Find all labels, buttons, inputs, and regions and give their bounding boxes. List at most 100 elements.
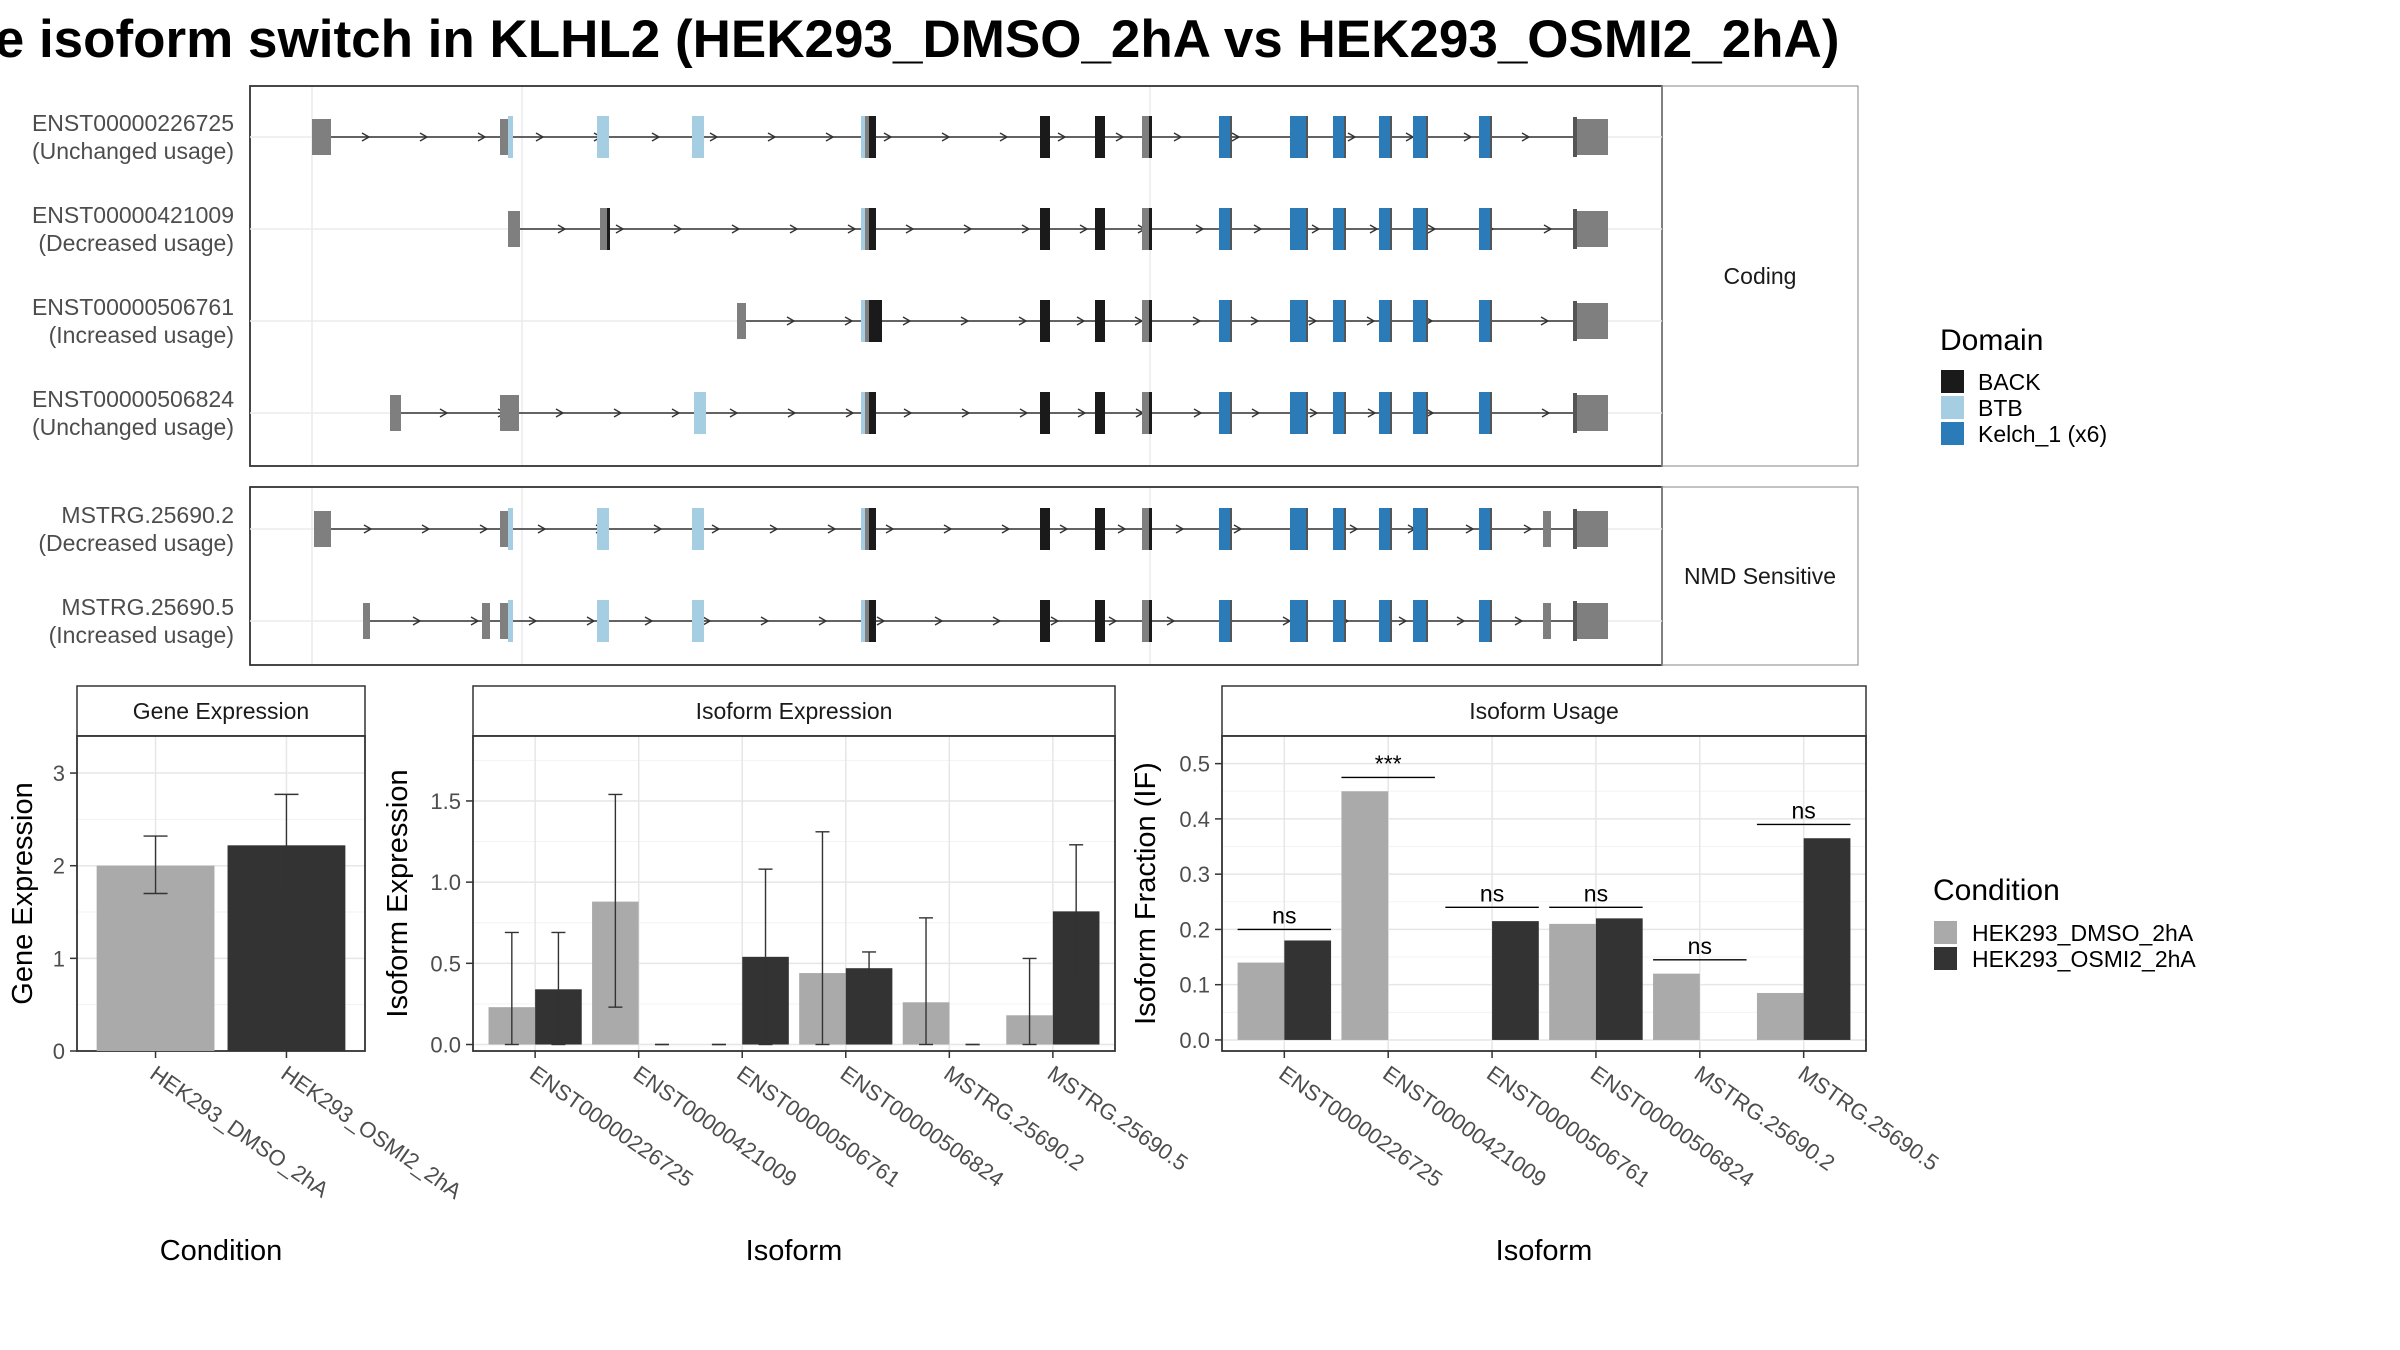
exon-edge [1390,300,1392,342]
utr-exon [363,603,370,639]
btb-domain [861,508,865,550]
btb-domain [861,600,865,642]
utr-exon [1577,211,1608,247]
y-tick-label: 1.0 [430,870,461,895]
back-domain [1149,116,1152,158]
kelch-domain [1219,392,1232,434]
x-axis-title: Isoform [1496,1235,1593,1267]
legend-label: Kelch_1 (x6) [1978,421,2107,447]
direction-arrow [1057,132,1067,142]
direction-arrow [1195,224,1205,234]
panel-strip [76,685,366,737]
utr-exon [1577,119,1608,155]
panel-border [1221,735,1867,1052]
direction-arrow [1192,316,1202,326]
back-domain [1095,208,1105,250]
direction-arrow [412,616,422,626]
direction-arrow [711,524,721,534]
bar-osmi2 [1595,918,1643,1040]
facet-panel-border [249,486,1663,666]
back-domain [869,392,876,434]
direction-arrow [847,224,857,234]
kelch-domain [1219,208,1232,250]
y-tick-label: 0.5 [1179,752,1210,777]
btb-domain [508,116,513,158]
isoform-label: MSTRG.25690.2 [61,502,234,528]
exon-edge [1390,600,1392,642]
direction-arrow [586,616,596,626]
direction-arrow [439,408,449,418]
exon-edge [1306,508,1308,550]
kelch-domain [1413,508,1428,550]
direction-arrow [760,616,770,626]
exon-edge [1306,392,1308,434]
direction-arrow [883,132,893,142]
back-domain [1149,508,1152,550]
exon-edge [1390,116,1392,158]
kelch-domain [1413,600,1428,642]
isoform-expression-panel: Isoform Expression0.00.51.01.5ENST000002… [382,685,1193,1267]
coding-exon [865,392,869,434]
direction-arrow [1193,408,1203,418]
legend-key-btb [1941,396,1964,419]
exon-edge [1426,600,1428,642]
exon-edge [1426,116,1428,158]
exon-edge [1426,300,1428,342]
direction-arrow [1231,132,1241,142]
direction-arrow [709,132,719,142]
exon-edge [1230,392,1232,434]
exon-edge [1490,116,1492,158]
exon-edge [1390,392,1392,434]
btb-domain [861,300,865,342]
panel-title: Gene Expression [133,698,309,724]
exon-edge [1344,600,1346,642]
direction-arrow [1463,132,1473,142]
kelch-domain [1379,116,1392,158]
figure-title: The isoform switch in KLHL2 (HEK293_DMSO… [0,10,1839,69]
utr-exon [312,119,331,155]
exon-edge [1573,601,1577,641]
direction-arrow [885,524,895,534]
direction-arrow [818,616,828,626]
legend-label: HEK293_OSMI2_2hA [1972,946,2196,972]
direction-arrow [1019,408,1029,418]
direction-arrow [963,224,973,234]
utr-exon [1543,603,1551,639]
kelch-domain [1379,300,1392,342]
panel-title: Isoform Expression [696,698,893,724]
direction-arrow [1398,616,1408,626]
coding-exon [865,208,869,250]
isoform-usage-label: (Increased usage) [49,322,234,348]
y-tick-label: 0.5 [430,951,461,976]
direction-arrow [671,408,681,418]
direction-arrow [477,132,487,142]
coding-exon [1142,600,1152,642]
direction-arrow [1001,524,1011,534]
direction-arrow [999,132,1009,142]
coding-exon [1142,300,1152,342]
direction-arrow [789,224,799,234]
back-domain [869,116,876,158]
y-tick-label: 2 [53,854,65,879]
facet-strip-label: NMD Sensitive [1684,563,1836,589]
direction-arrow [903,408,913,418]
bar-dmso [1756,992,1804,1040]
utr-exon [390,395,401,431]
exon-edge [1344,116,1346,158]
kelch-domain [1333,600,1346,642]
direction-arrow [941,132,951,142]
kelch-domain [1413,392,1428,434]
btb-domain [861,208,865,250]
direction-arrow [961,408,971,418]
btb-domain [692,508,704,550]
kelch-domain [1219,508,1232,550]
direction-arrow [557,224,567,234]
isoform-usage-panel: Isoform Usage 0.0 0.1 0.2 0.3 0.4 0.5 ns *** ns ns… [1130,685,1943,1267]
exon-edge [1573,117,1577,157]
direction-arrow [1173,132,1183,142]
direction-arrow [1349,524,1359,534]
back-domain [1040,392,1050,434]
kelch-domain [1219,116,1232,158]
isoform-label: ENST00000421009 [32,202,234,228]
